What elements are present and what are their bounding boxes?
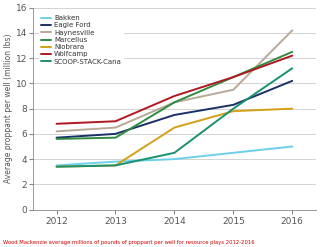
Marcellus bbox=[172, 101, 176, 104]
Niobrara bbox=[55, 165, 59, 168]
Haynesville bbox=[114, 126, 117, 129]
Line: Wolfcamp: Wolfcamp bbox=[57, 56, 292, 124]
Bakken bbox=[172, 158, 176, 161]
Line: Niobrara: Niobrara bbox=[57, 109, 292, 167]
SCOOP-STACK-Cana bbox=[172, 151, 176, 154]
Bakken bbox=[55, 164, 59, 167]
Niobrara bbox=[172, 126, 176, 129]
Marcellus bbox=[114, 136, 117, 139]
Niobrara bbox=[231, 110, 235, 113]
Text: Wood Mackenzie average millions of pounds of proppant per well for resource play: Wood Mackenzie average millions of pound… bbox=[3, 240, 255, 245]
Haynesville bbox=[172, 101, 176, 104]
Marcellus bbox=[55, 137, 59, 140]
Haynesville bbox=[290, 29, 294, 32]
Eagle Ford bbox=[172, 113, 176, 116]
Marcellus bbox=[231, 76, 235, 79]
Bakken bbox=[290, 145, 294, 148]
Eagle Ford bbox=[231, 103, 235, 106]
Line: Eagle Ford: Eagle Ford bbox=[57, 81, 292, 138]
Wolfcamp bbox=[114, 120, 117, 123]
Wolfcamp bbox=[172, 95, 176, 98]
Eagle Ford bbox=[290, 79, 294, 82]
Line: Marcellus: Marcellus bbox=[57, 52, 292, 139]
SCOOP-STACK-Cana bbox=[114, 164, 117, 167]
Wolfcamp bbox=[231, 76, 235, 79]
Haynesville bbox=[231, 88, 235, 91]
Marcellus bbox=[290, 50, 294, 53]
Y-axis label: Average proppant per well (million lbs): Average proppant per well (million lbs) bbox=[4, 34, 13, 183]
Legend: Bakken, Eagle Ford, Haynesville, Marcellus, Niobrara, Wolfcamp, SCOOP-STACK-Cana: Bakken, Eagle Ford, Haynesville, Marcell… bbox=[39, 13, 124, 67]
Wolfcamp bbox=[290, 54, 294, 57]
Niobrara bbox=[114, 164, 117, 167]
Eagle Ford bbox=[114, 132, 117, 135]
Bakken bbox=[114, 160, 117, 163]
SCOOP-STACK-Cana bbox=[290, 67, 294, 70]
Niobrara bbox=[290, 107, 294, 110]
SCOOP-STACK-Cana bbox=[55, 165, 59, 168]
Line: SCOOP-STACK-Cana: SCOOP-STACK-Cana bbox=[57, 68, 292, 167]
Wolfcamp bbox=[55, 122, 59, 125]
Haynesville bbox=[55, 130, 59, 133]
Bakken bbox=[231, 151, 235, 154]
Line: Bakken: Bakken bbox=[57, 146, 292, 165]
SCOOP-STACK-Cana bbox=[231, 107, 235, 110]
Eagle Ford bbox=[55, 136, 59, 139]
Line: Haynesville: Haynesville bbox=[57, 30, 292, 131]
